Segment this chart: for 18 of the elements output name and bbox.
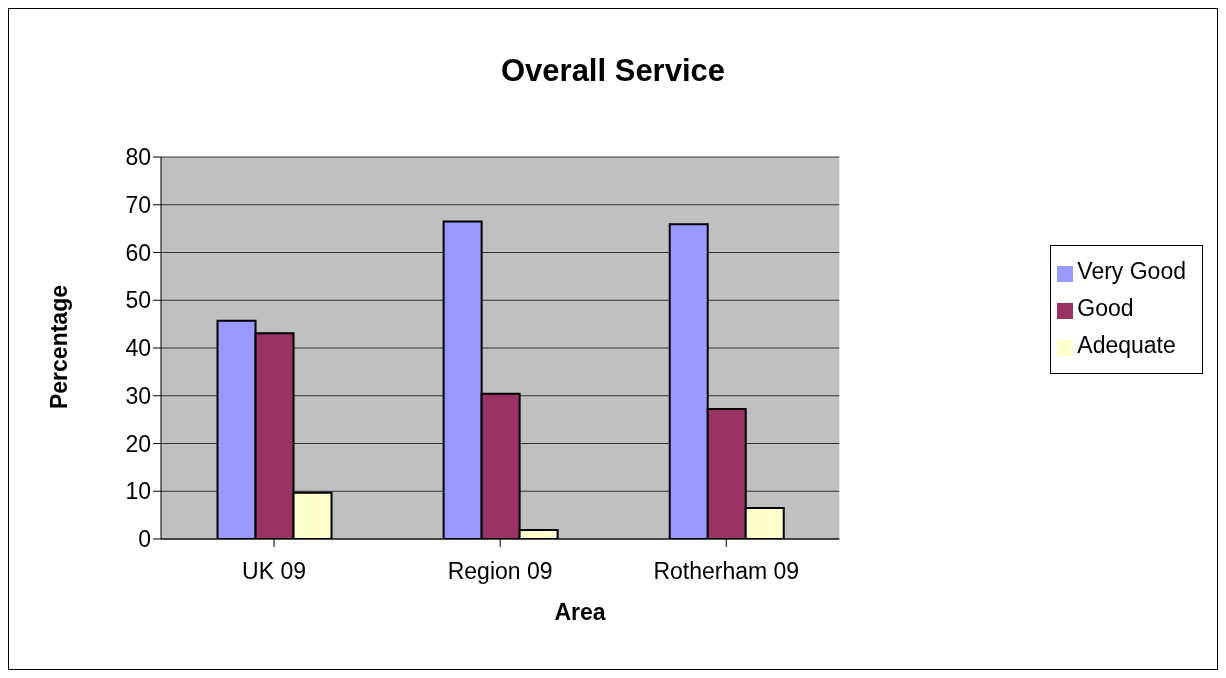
y-tick-label: 70 [125, 191, 151, 218]
y-tick-label: 60 [125, 239, 151, 266]
y-tick-label: 40 [125, 335, 151, 362]
x-tick-label: Region 09 [447, 558, 553, 585]
chart-title: Overall Service [499, 53, 727, 89]
y-tick-label: 20 [125, 430, 151, 457]
y-tick-label: 10 [125, 478, 151, 505]
x-axis-title: Area [553, 599, 607, 626]
legend-label: Very Good [1077, 257, 1186, 284]
y-tick-label: 0 [138, 526, 151, 553]
y-tick-label: 50 [125, 287, 151, 314]
x-tick-label: UK 09 [242, 558, 307, 585]
legend-label: Adequate [1077, 331, 1176, 358]
legend-label: Good [1077, 294, 1134, 321]
y-axis-title: Percentage [45, 284, 73, 410]
y-tick-label: 80 [125, 144, 151, 171]
y-tick-label: 30 [125, 382, 151, 409]
x-tick-label: Rotherham 09 [653, 558, 800, 585]
